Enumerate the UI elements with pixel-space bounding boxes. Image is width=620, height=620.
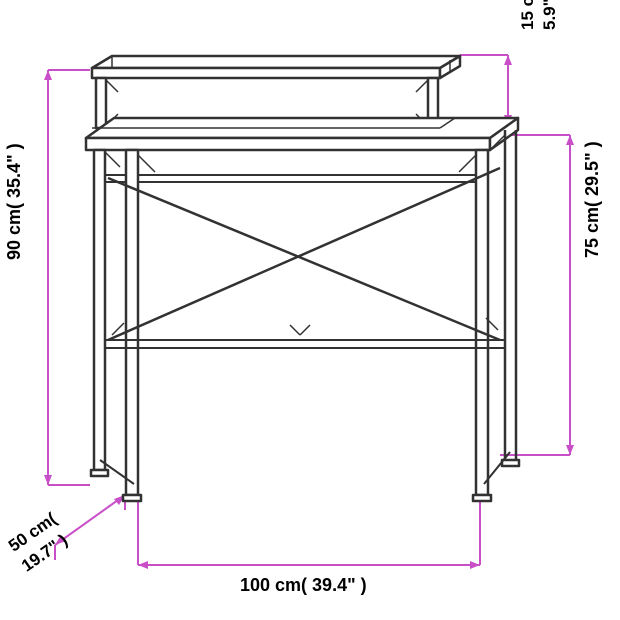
desk-svg (0, 0, 620, 620)
label-width: 100 cm( 39.4" ) (240, 575, 367, 596)
label-height-total: 90 cm( 35.4" ) (4, 143, 25, 260)
label-desk-height: 75 cm( 29.5" ) (582, 141, 603, 258)
diagram-container: { "dimensions": { "height_total": { "cm"… (0, 0, 620, 620)
label-shelf-height: 15 cm( (518, 0, 538, 30)
label-shelf-height-inch: 5.9" ) (540, 0, 560, 30)
